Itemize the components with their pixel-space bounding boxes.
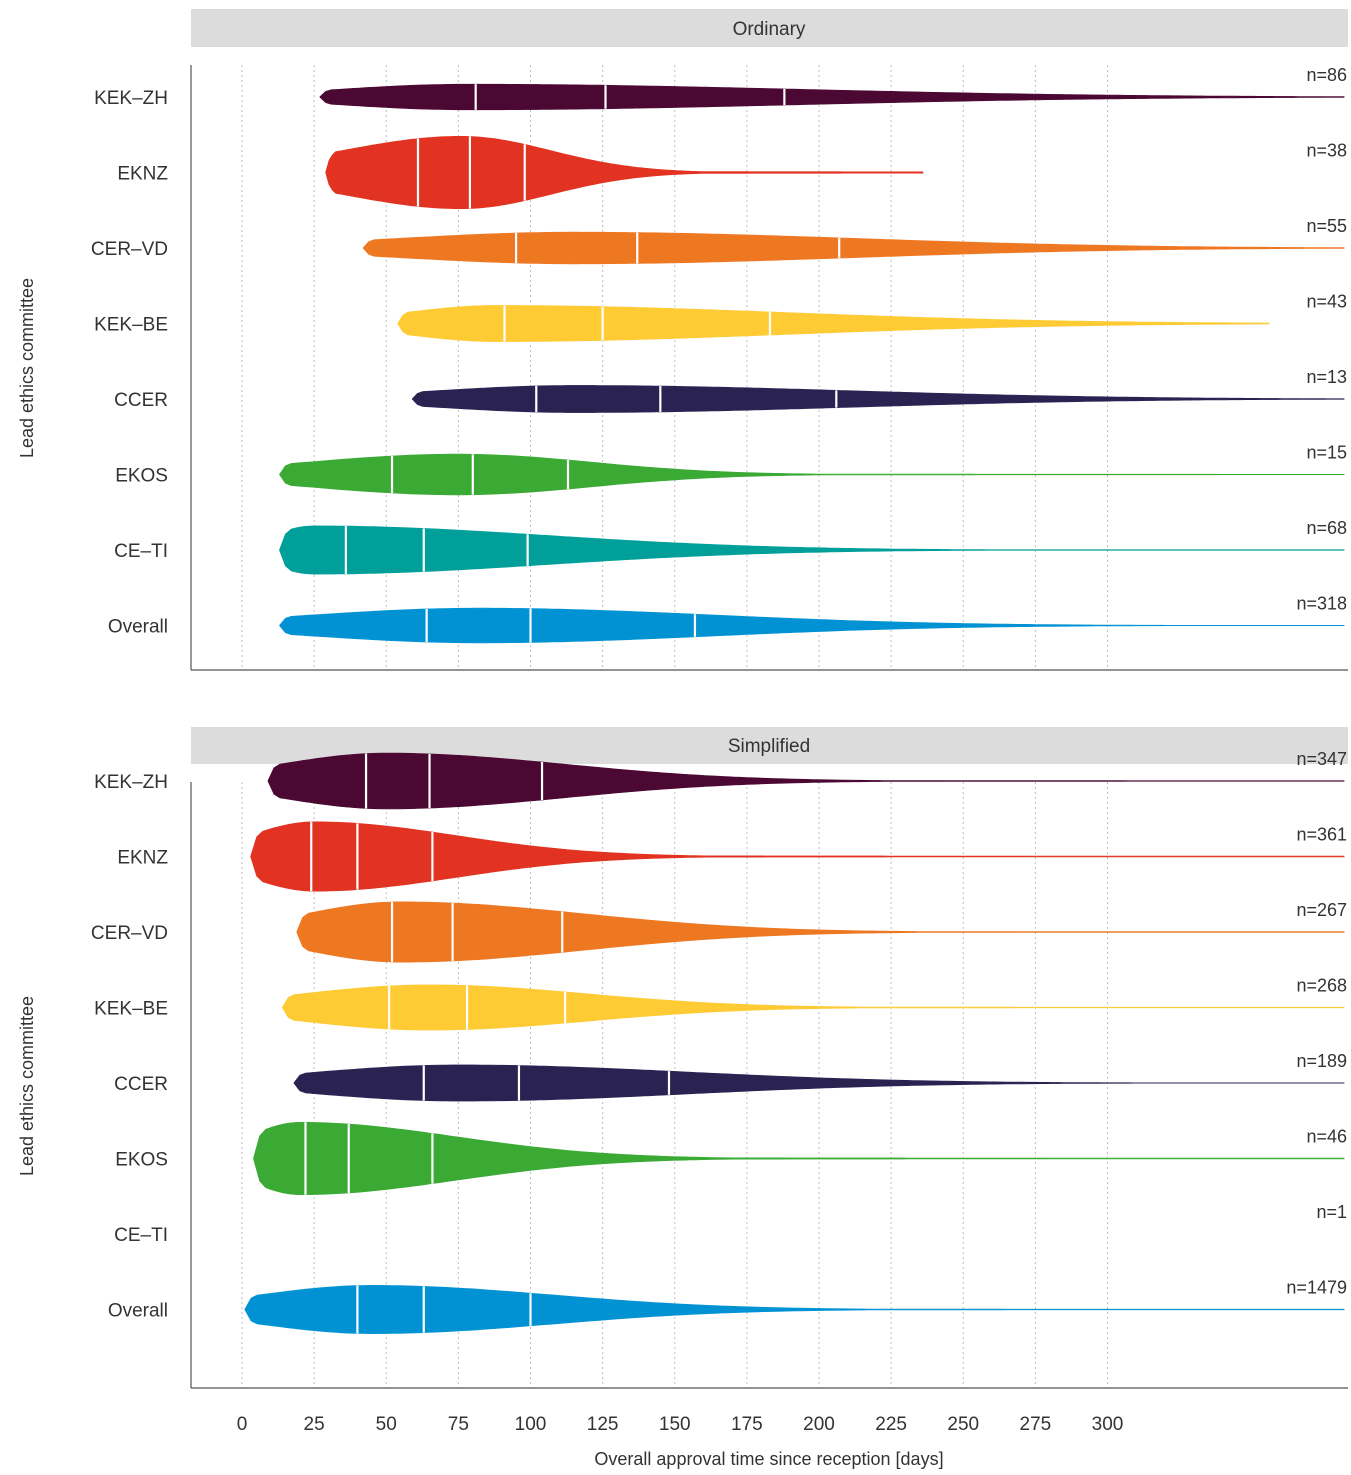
x-tick-label: 200: [803, 1414, 835, 1435]
category-label: CER–VD: [91, 923, 168, 944]
category-label: CE–TI: [114, 1225, 168, 1246]
violin-body: [279, 607, 1345, 644]
x-tick-label: 75: [448, 1414, 469, 1435]
count-label: n=318: [1296, 594, 1347, 614]
violin-body: [250, 821, 1345, 892]
violin-body: [397, 305, 1270, 342]
count-label: n=267: [1296, 900, 1347, 920]
count-label: n=189: [1296, 1051, 1347, 1071]
x-tick-label: 300: [1092, 1414, 1124, 1435]
violin-body: [244, 1284, 1345, 1335]
y-axis-title-ordinary: Lead ethics committee: [17, 278, 37, 458]
x-tick-label: 250: [947, 1414, 979, 1435]
category-label: CCER: [114, 1074, 168, 1095]
count-label: n=15: [1306, 443, 1347, 463]
x-tick-label: 275: [1020, 1414, 1052, 1435]
category-label: CE–TI: [114, 541, 168, 562]
count-label: n=1: [1316, 1202, 1347, 1222]
violin-body: [411, 385, 1345, 413]
category-label: Overall: [108, 1301, 168, 1322]
category-label: CER–VD: [91, 239, 168, 260]
count-label: n=1479: [1286, 1278, 1347, 1298]
violin-body: [293, 1064, 1345, 1102]
x-tick-label: 150: [659, 1414, 691, 1435]
x-tick-label: 100: [515, 1414, 547, 1435]
violin-body: [267, 752, 1345, 810]
x-tick-label: 175: [731, 1414, 763, 1435]
x-tick-label: 50: [376, 1414, 397, 1435]
violin-body: [296, 901, 1345, 963]
violin-body: [282, 984, 1345, 1031]
violin-body: [319, 83, 1345, 111]
violin-body: [279, 453, 1345, 496]
count-label: n=347: [1296, 749, 1347, 769]
x-tick-label: 0: [237, 1414, 248, 1435]
category-label: KEK–BE: [94, 315, 168, 336]
category-label: Overall: [108, 617, 168, 638]
count-label: n=68: [1306, 518, 1347, 538]
x-tick-label: 125: [587, 1414, 619, 1435]
panel-simplified: Simplified Lead ethics committee KEK–ZH n…: [17, 727, 1348, 1389]
count-label: n=361: [1296, 825, 1347, 845]
count-label: n=55: [1306, 216, 1347, 236]
x-tick-label: 225: [875, 1414, 907, 1435]
category-label: KEK–ZH: [94, 88, 168, 109]
violin-body: [253, 1122, 1345, 1195]
count-label: n=268: [1296, 976, 1347, 996]
violins-ordinary: KEK–ZH n=86 EKNZ n=38 CER–VD n=55 KEK–BE n=43 CC…: [91, 65, 1347, 644]
count-label: n=38: [1306, 141, 1347, 161]
violin-body: [279, 525, 1345, 575]
count-label: n=43: [1306, 292, 1347, 312]
panel-strip-label-ordinary: Ordinary: [733, 19, 806, 40]
category-label: CCER: [114, 390, 168, 411]
violin-body: [362, 231, 1345, 265]
category-label: EKOS: [115, 466, 168, 487]
x-tick-label: 25: [304, 1414, 325, 1435]
count-label: n=13: [1306, 367, 1347, 387]
x-axis-title: Overall approval time since reception [d…: [594, 1449, 943, 1469]
count-label: n=46: [1306, 1127, 1347, 1147]
category-label: EKOS: [115, 1150, 168, 1171]
y-axis-title-simplified: Lead ethics committee: [17, 996, 37, 1176]
category-label: KEK–BE: [94, 999, 168, 1020]
category-label: KEK–ZH: [94, 772, 168, 793]
x-axis-ticks: 0 25 50 75 100 125 150 175 200 225 250 275 300: [237, 1414, 1124, 1435]
panel-strip-label-simplified: Simplified: [728, 736, 810, 757]
violin-body: [325, 136, 924, 209]
count-label: n=86: [1306, 65, 1347, 85]
violins-simplified: KEK–ZH n=347 EKNZ n=361 CER–VD n=267 KEK–BE n=2…: [91, 749, 1347, 1335]
category-label: EKNZ: [117, 848, 168, 869]
category-label: EKNZ: [117, 164, 168, 185]
panel-ordinary: Ordinary Lead ethics committee KEK–ZH n=8…: [17, 9, 1348, 671]
panel-strip-ordinary: [191, 9, 1348, 47]
